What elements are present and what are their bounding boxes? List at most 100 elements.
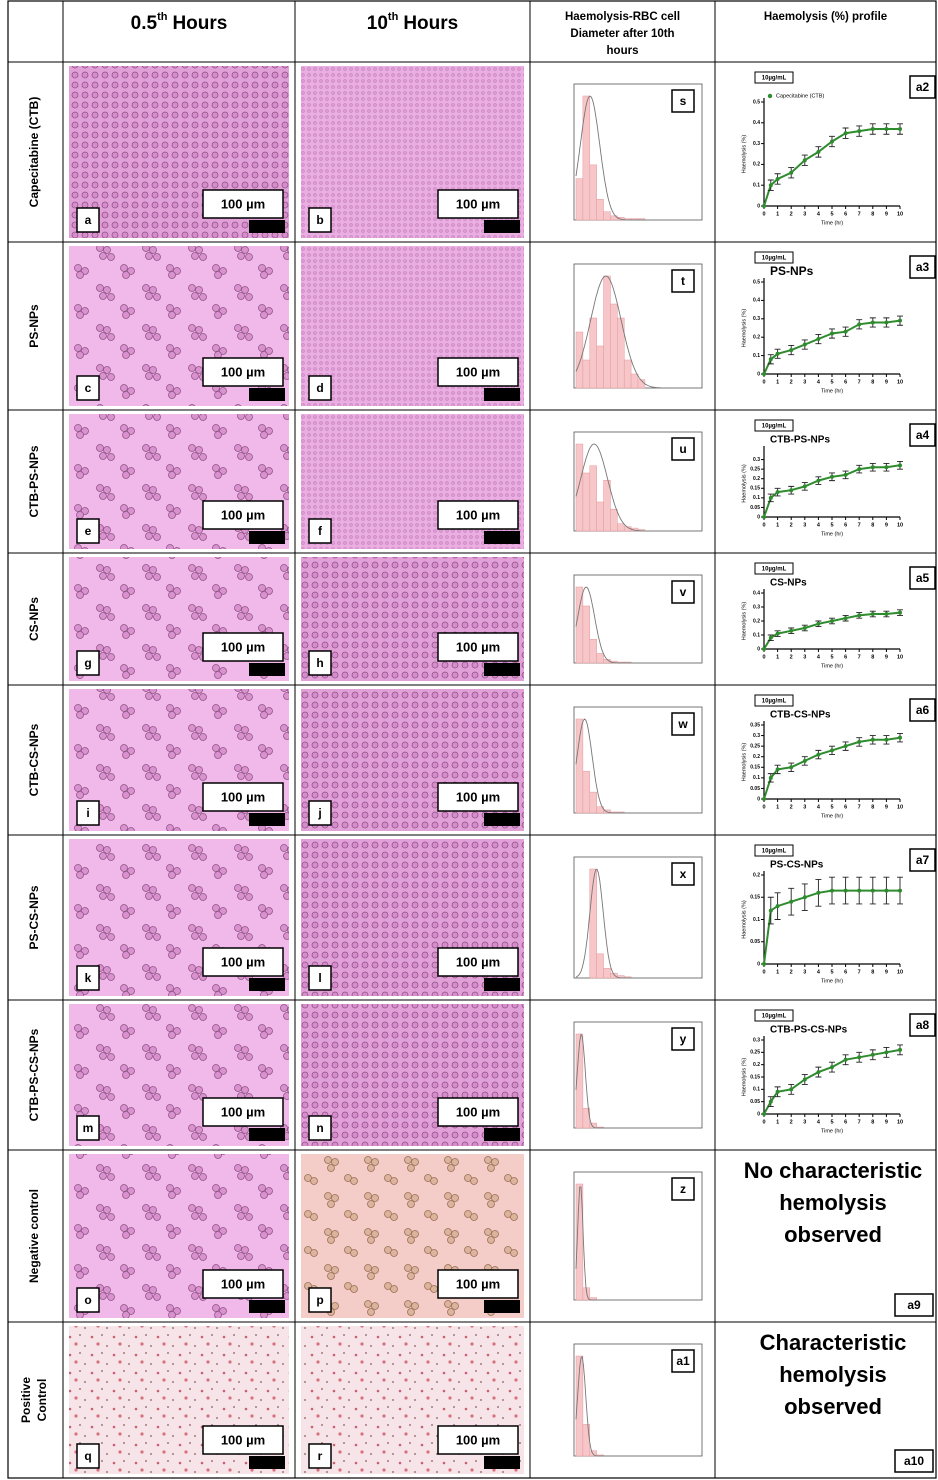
x-tick-label: 3 (803, 969, 806, 975)
y-tick-label: 0.35 (750, 722, 760, 728)
scale-bar (249, 1300, 285, 1313)
data-point (857, 888, 862, 893)
histogram-bar (603, 968, 611, 979)
data-point (898, 610, 902, 615)
scale-bar (249, 1128, 285, 1141)
data-point (802, 626, 807, 630)
y-tick-label: 0.2 (753, 476, 760, 482)
panel-letter-box (909, 848, 936, 872)
data-point (768, 775, 773, 780)
data-point (857, 129, 862, 134)
scale-label: 100 µm (456, 364, 500, 379)
y-tick-label: 0 (757, 1111, 760, 1117)
panel-letter-box (671, 89, 695, 113)
x-tick-label: 0 (762, 211, 765, 217)
y-tick-label: 0.4 (753, 298, 760, 304)
data-point (898, 463, 902, 468)
x-axis-title: Time (hr) (821, 531, 843, 537)
y-tick-label: 0 (757, 961, 760, 967)
fit-curve (575, 586, 700, 664)
histogram-bar (596, 199, 604, 221)
x-tick-label: 2 (790, 211, 793, 217)
histogram-bar (617, 523, 625, 532)
histogram-bar (623, 359, 632, 389)
histogram-bar (630, 373, 639, 389)
histogram-bar (582, 1424, 591, 1457)
header-superscript: th (157, 11, 168, 23)
panel-letter: a6 (916, 703, 930, 717)
data-point (884, 465, 889, 470)
data-point (762, 1112, 766, 1116)
y-tick-label: 0.05 (750, 505, 760, 511)
y-axis-title: Haemolysis (%) (741, 135, 747, 174)
data-point (802, 758, 807, 763)
x-axis-title: Time (hr) (821, 978, 843, 984)
panel-letter-box (76, 375, 100, 401)
y-tick-label: 0 (757, 514, 760, 520)
data-point (775, 176, 780, 181)
panel-letter-box (76, 800, 100, 826)
x-axis-title: Time (hr) (821, 1128, 843, 1134)
scale-label: 100 µm (221, 954, 265, 969)
histogram-bar (589, 1122, 597, 1129)
chart-title: CS-NPs (770, 578, 807, 589)
scale-label: 100 µm (456, 1104, 500, 1119)
x-tick-label: 2 (790, 654, 793, 660)
x-tick-label: 6 (844, 1119, 847, 1125)
panel-letter-box (909, 1013, 936, 1037)
y-tick-label: 0 (757, 203, 760, 209)
data-point (816, 149, 821, 154)
histogram-bar (589, 639, 597, 664)
panel-letter: j (317, 806, 321, 820)
x-tick-label: 5 (830, 379, 833, 385)
x-tick-label: 7 (858, 522, 861, 528)
y-tick-label: 0.05 (750, 1099, 760, 1105)
panel-letter: v (680, 585, 687, 599)
fit-curve (575, 868, 700, 979)
fit-curve (575, 275, 700, 389)
data-point (830, 748, 834, 753)
scale-label: 100 µm (456, 507, 500, 522)
scale-bar (484, 388, 520, 401)
panel-letter: a7 (916, 853, 930, 867)
x-tick-label: 4 (817, 211, 821, 217)
row-label: CTB-PS-NPs (27, 445, 41, 517)
data-point (789, 348, 794, 353)
data-point (762, 647, 766, 651)
y-tick-label: 0.15 (750, 895, 760, 901)
histogram-bar (596, 501, 604, 532)
y-tick-label: 0 (757, 646, 760, 652)
panel-letter: p (316, 1293, 323, 1307)
panel-letter-box (308, 518, 332, 544)
data-point (762, 515, 766, 519)
panel-letter-box (671, 1027, 695, 1051)
scale-label: 100 µm (456, 1276, 500, 1291)
column-header: 0.5th Hours (131, 11, 228, 34)
data-point (816, 890, 821, 895)
result-text: No characteristic (744, 1158, 923, 1183)
data-point (789, 899, 794, 904)
scale-label-box (437, 189, 519, 219)
x-tick-label: 2 (790, 804, 793, 810)
x-tick-label: 8 (871, 969, 874, 975)
x-tick-label: 9 (885, 522, 888, 528)
scale-label-box (437, 632, 519, 662)
data-point (870, 612, 875, 616)
data-point (870, 1052, 875, 1057)
data-point (884, 127, 889, 132)
x-tick-label: 7 (858, 1119, 861, 1125)
x-tick-label: 10 (897, 379, 903, 385)
histogram-bar (575, 1355, 584, 1457)
fit-curve (575, 1033, 700, 1129)
scale-label: 100 µm (221, 364, 265, 379)
chart-title: CTB-PS-NPs (770, 435, 830, 446)
data-point (857, 739, 862, 744)
y-tick-label: 0.3 (753, 457, 760, 463)
panel-letter-box (671, 712, 695, 736)
x-tick-label: 5 (830, 804, 833, 810)
x-tick-label: 9 (885, 1119, 888, 1125)
scale-bar (249, 531, 285, 544)
y-tick-label: 0.3 (753, 733, 760, 739)
panel-letter-box (909, 698, 936, 722)
y-tick-label: 0.1 (753, 632, 760, 638)
